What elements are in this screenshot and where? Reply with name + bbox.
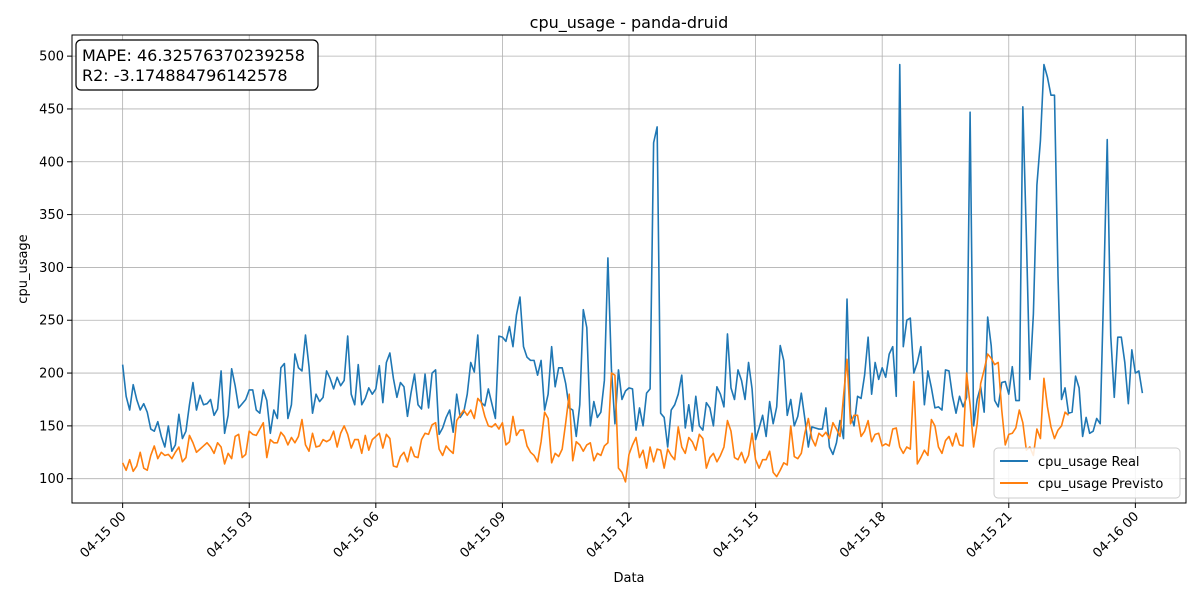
legend-label-real: cpu_usage Real [1038, 455, 1140, 470]
series-layer [121, 63, 1144, 483]
y-tick-label: 500 [39, 50, 64, 65]
x-tick-label: 04-15 18 [837, 509, 889, 561]
x-axis-label: Data [613, 571, 644, 586]
mape-text: MAPE: 46.32576370239258 [82, 46, 305, 65]
y-tick-label: 400 [39, 155, 64, 170]
x-tick-label: 04-15 06 [331, 509, 383, 561]
x-axis-ticks: 04-15 00 04-15 03 04-15 06 04-15 09 04-15 12… [78, 503, 1142, 561]
x-tick-label: 04-15 21 [964, 509, 1016, 561]
x-tick-label: 04-15 00 [78, 509, 130, 561]
series-line-real [121, 63, 1144, 456]
grid [72, 35, 1186, 503]
metrics-box-frame [75, 39, 319, 91]
metrics-box: MAPE: 46.32576370239258 R2: -3.174884796… [75, 39, 319, 91]
y-tick-label: 200 [39, 367, 64, 382]
legend-frame [993, 447, 1181, 499]
r2-text: R2: -3.174884796142578 [82, 66, 288, 85]
y-tick-label: 250 [39, 314, 64, 329]
x-tick-label: 04-15 15 [710, 509, 762, 561]
y-axis-label: cpu_usage [16, 234, 31, 303]
legend-label-forecast: cpu_usage Previsto [1038, 477, 1163, 492]
x-tick-label: 04-15 12 [584, 509, 636, 561]
y-tick-label: 150 [39, 419, 64, 434]
x-tick-label: 04-15 09 [457, 509, 509, 561]
x-tick-label: 04-16 00 [1090, 509, 1142, 561]
y-tick-label: 450 [39, 102, 64, 117]
x-tick-label: 04-15 03 [204, 509, 256, 561]
y-tick-label: 350 [39, 208, 64, 223]
y-axis-ticks: 100 150 200 250 300 350 400 450 500 [39, 50, 72, 487]
series-line-forecast [121, 353, 1070, 483]
y-tick-label: 300 [39, 261, 64, 276]
y-tick-label: 100 [39, 472, 64, 487]
chart-title: cpu_usage - panda-druid [530, 13, 729, 33]
legend: cpu_usage Real cpu_usage Previsto [993, 447, 1181, 499]
